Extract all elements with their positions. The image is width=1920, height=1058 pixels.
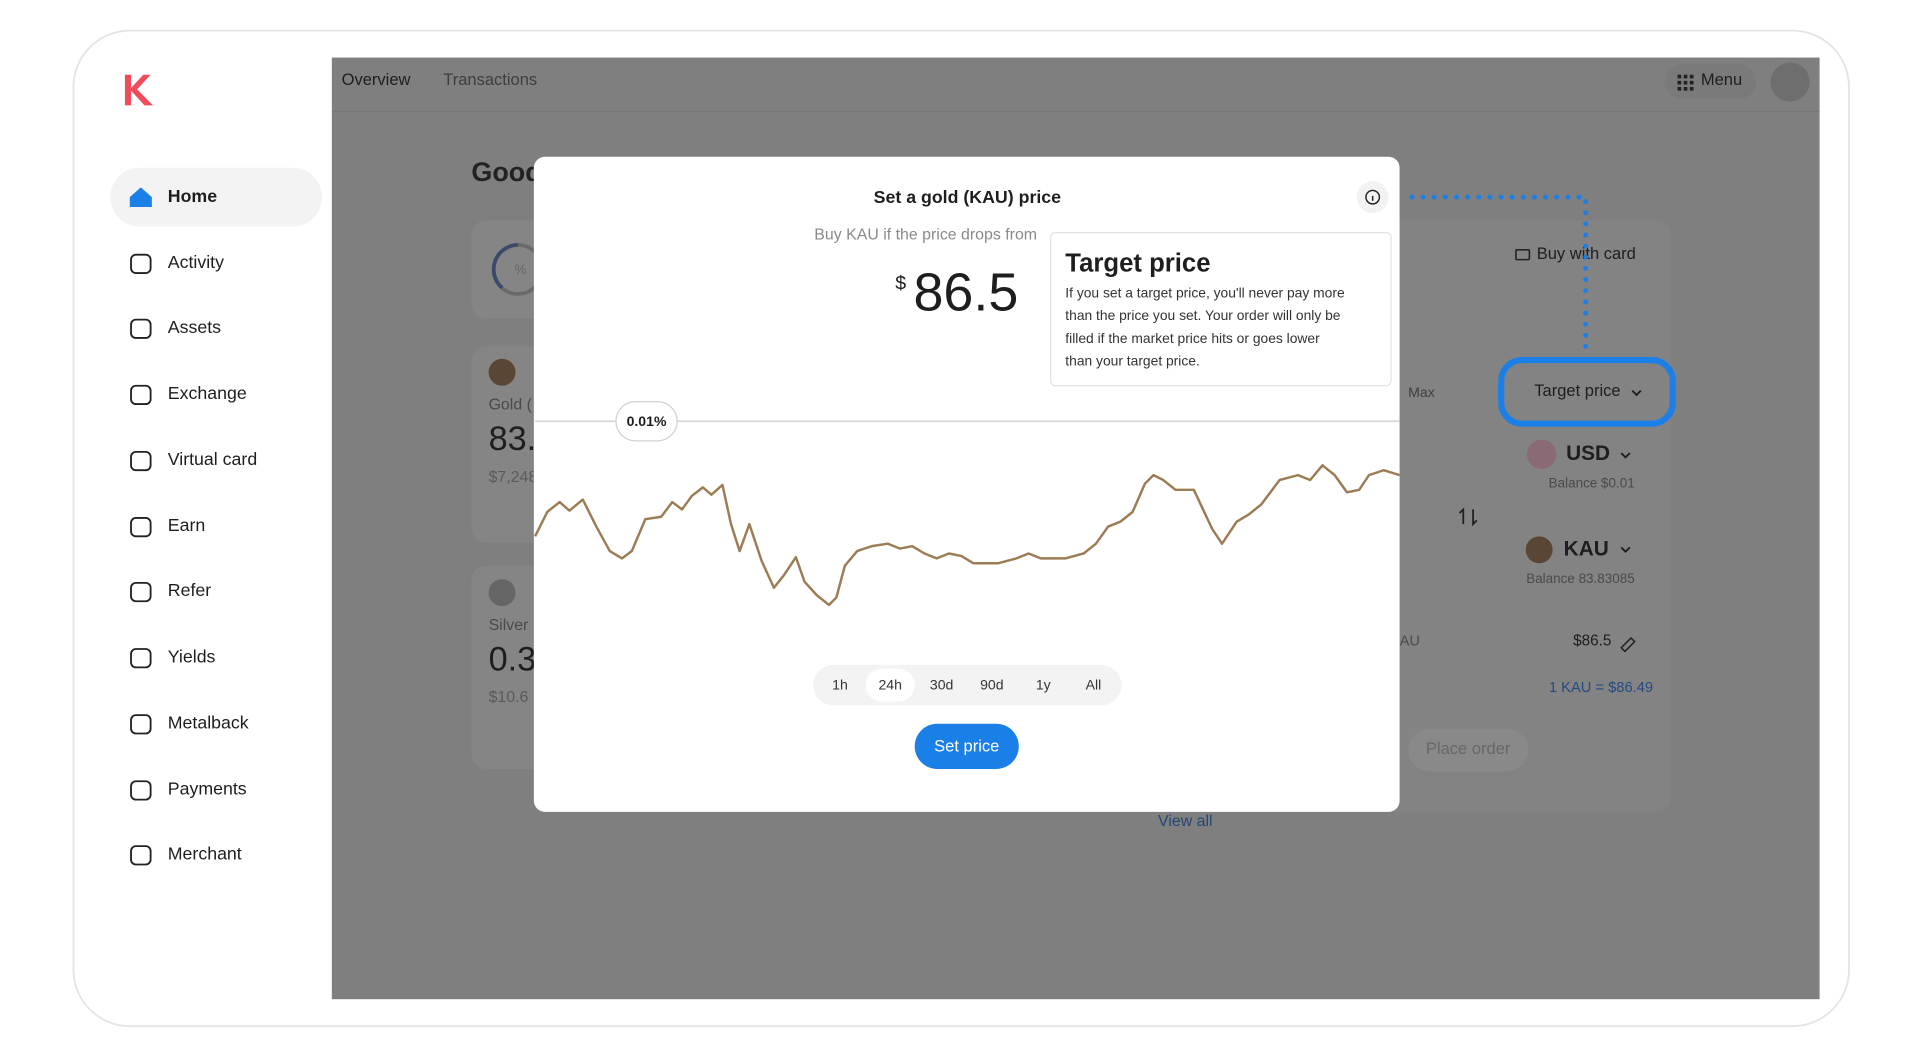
nav-icon: [130, 581, 152, 603]
swap-icon[interactable]: [1458, 507, 1478, 527]
max-button[interactable]: Max: [1408, 384, 1435, 400]
nav-icon: [130, 648, 152, 669]
nav-icon: [130, 714, 152, 735]
nav-active-bg: [110, 167, 323, 227]
logo[interactable]: [124, 74, 154, 106]
buy-with-card[interactable]: Buy with card: [1537, 244, 1636, 263]
nav-item[interactable]: Home: [168, 186, 217, 206]
menu-label[interactable]: Menu: [1701, 70, 1742, 89]
tooltip-line: than your target price.: [1065, 353, 1200, 369]
chevron: [1620, 452, 1631, 459]
nav-icon: [130, 318, 152, 339]
range-option[interactable]: All: [1086, 676, 1102, 692]
info-icon: [1365, 189, 1381, 205]
asset-label: Gold (: [489, 397, 533, 414]
tooltip-line: If you set a target price, you'll never …: [1065, 285, 1345, 301]
kau-icon: [1525, 536, 1553, 564]
balance: Balance 83.83085: [1526, 571, 1634, 586]
sidebar-nav: Home Activity Assets Exchange Virtual card Ea…: [110, 167, 323, 866]
tooltip-body: If you set a target price, you'll never …: [1065, 285, 1345, 369]
view-all[interactable]: View all: [1158, 813, 1213, 830]
tooltip-title: Target price: [1065, 249, 1210, 277]
price-field-label: AU: [1400, 634, 1420, 650]
range-options: 1h 24h 30d 90d 1y All: [832, 668, 1102, 702]
nav-item[interactable]: Assets: [168, 317, 221, 337]
nav-icon: [130, 450, 152, 472]
nav-item[interactable]: Metalback: [168, 712, 249, 732]
order-type-select[interactable]: Target price: [1534, 381, 1620, 400]
nav-item[interactable]: Payments: [168, 779, 247, 799]
asset-value: $7,248: [489, 469, 538, 486]
menu-icon: [1677, 74, 1694, 91]
asset-amount: 83.: [489, 420, 537, 458]
range-selected-bg: [865, 668, 915, 702]
target-handle[interactable]: [615, 401, 678, 442]
price-value: 86.5: [913, 263, 1018, 323]
range-option[interactable]: 1h: [832, 676, 848, 692]
usd-flag: [1526, 439, 1557, 469]
price-field-value[interactable]: $86.5: [1573, 633, 1611, 650]
nav-icon: [130, 384, 152, 406]
asset-label: Silver: [489, 617, 529, 634]
modal-subtitle: Buy KAU if the price drops from: [814, 226, 1037, 243]
chevron: [1620, 546, 1631, 553]
menu-button[interactable]: [1665, 63, 1756, 100]
tab[interactable]: Transactions: [443, 70, 537, 89]
nav-icon: [130, 845, 152, 866]
currency-symbol: $: [895, 272, 906, 294]
place-order-button[interactable]: [1408, 728, 1529, 772]
progress-arc: [491, 243, 519, 290]
ring-label: %: [514, 262, 526, 277]
range-option[interactable]: 24h: [878, 676, 902, 692]
set-price-button[interactable]: [914, 723, 1019, 769]
silver-icon: [488, 579, 516, 607]
card-icon: [1515, 249, 1531, 261]
nav-item[interactable]: Activity: [168, 252, 224, 272]
chevron: [1631, 389, 1642, 397]
change-label[interactable]: 0.01%: [627, 413, 667, 429]
nav-item[interactable]: Merchant: [168, 843, 242, 863]
place-order-label[interactable]: Place order: [1426, 739, 1511, 758]
range-selector: [813, 664, 1122, 706]
tooltip-line: than the price you set. Your order will …: [1065, 307, 1341, 323]
rate: 1 KAU = $86.49: [1549, 680, 1653, 696]
set-price-label[interactable]: Set price: [934, 736, 999, 755]
greeting: Good: [471, 157, 541, 187]
currency-select[interactable]: USD: [1566, 442, 1610, 465]
nav-icon: [129, 187, 152, 207]
modal-title: Set a gold (KAU) price: [874, 187, 1062, 207]
avatar[interactable]: [1770, 62, 1810, 102]
tooltip: [1050, 232, 1392, 387]
currency-select[interactable]: KAU: [1564, 537, 1609, 560]
nav-icon: [130, 780, 152, 801]
tooltip-line: filled if the market price hits or goes …: [1065, 330, 1320, 346]
nav-item[interactable]: Exchange: [168, 383, 247, 403]
dotted-connector: [1409, 194, 1589, 358]
nav-item[interactable]: Earn: [168, 515, 206, 535]
tab[interactable]: Overview: [342, 70, 411, 89]
trade-panel: [1346, 220, 1672, 812]
nav-icon: [130, 253, 152, 274]
gold-icon: [488, 358, 516, 386]
nav-item[interactable]: Yields: [168, 646, 216, 666]
nav-item[interactable]: Refer: [168, 580, 211, 600]
balance: Balance $0.01: [1549, 475, 1635, 490]
nav-item[interactable]: Virtual card: [168, 449, 257, 469]
nav-icon: [130, 517, 152, 538]
range-option[interactable]: 1y: [1036, 676, 1052, 692]
highlight-box: [1498, 356, 1676, 427]
asset-value: $10.6: [489, 689, 529, 706]
range-option[interactable]: 90d: [980, 676, 1004, 692]
range-option[interactable]: 30d: [930, 676, 953, 692]
price-chart-line: [534, 464, 1400, 607]
edit-icon[interactable]: [1620, 636, 1636, 653]
